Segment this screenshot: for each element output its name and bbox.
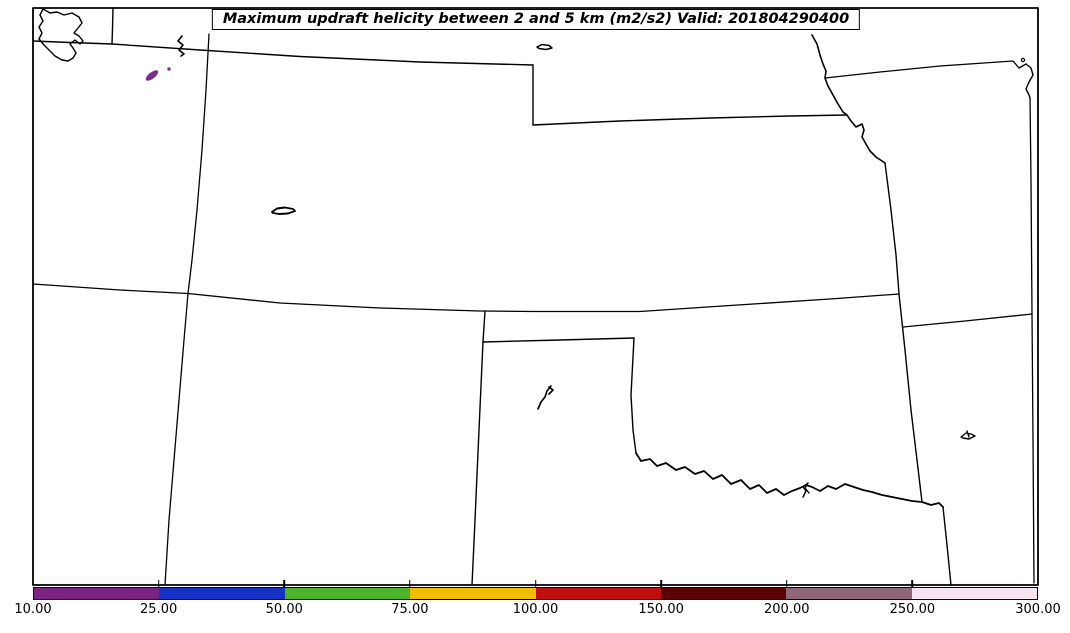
missouri-river-oxbow	[1020, 57, 1026, 63]
colorbar-tick-label: 300.00	[1015, 602, 1061, 617]
state-border-41n-wyoming-colorado-nebraska	[32, 40, 534, 66]
colorbar-tick-label: 150.00	[638, 602, 684, 617]
north-platte-river-segment	[177, 35, 185, 57]
red-river-texas-oklahoma	[635, 452, 944, 508]
colorbar-segment-100-150	[535, 588, 661, 599]
state-border-texas-oklahoma-panhandle	[482, 337, 635, 343]
colorbar-segment-25-50	[159, 588, 285, 599]
missouri-river-bend	[1025, 63, 1034, 99]
lake-mcconaughy	[536, 43, 553, 51]
state-border-kansas-missouri-oklahoma-arkansas	[884, 162, 923, 503]
helicity-swath	[145, 70, 159, 81]
lake-meredith	[537, 385, 554, 410]
lake-texoma	[802, 482, 810, 498]
colorbar-segment-250-300	[911, 588, 1037, 599]
state-border-newmexico-oklahoma	[482, 310, 486, 343]
colorbar-tick-label: 25.00	[140, 602, 178, 617]
state-border-iowa-missouri	[824, 60, 1027, 79]
meridian-boundary-line-west	[164, 33, 210, 586]
oklahoma-lake	[960, 430, 976, 440]
state-border-texas-oklahoma-100w	[630, 337, 637, 454]
helicity-data-layer	[145, 67, 171, 81]
colorbar-tick	[409, 580, 411, 587]
colorbar-tick	[785, 580, 788, 587]
colorado-reservoir	[271, 206, 296, 215]
state-border-37n-colorado-newmexico-kansas-oklahoma	[32, 283, 900, 313]
colorbar-tick	[283, 580, 286, 587]
colorbar-segment-10-25	[34, 588, 160, 599]
colorbar-tick	[157, 580, 160, 587]
map-frame	[32, 7, 1039, 586]
state-border-wyoming-nebraska	[111, 7, 114, 45]
colorbar-tick-label: 200.00	[764, 602, 810, 617]
colorbar	[33, 587, 1038, 600]
colorbar-tick-label: 75.00	[391, 602, 429, 617]
colorbar-tick-label: 100.00	[512, 602, 559, 617]
colorbar-segment-50-75	[284, 588, 411, 599]
colorbar-tick-label: 50.00	[265, 602, 303, 617]
colorbar-segment-200-250	[786, 588, 912, 599]
colorbar-tick	[534, 580, 537, 587]
plot-title: Maximum updraft helicity between 2 and 5…	[222, 11, 850, 27]
colorbar-tick-label: 10.00	[14, 602, 52, 617]
state-border-missouri-east	[1029, 97, 1035, 584]
helicity-swath-dot	[167, 67, 171, 71]
colorbar-segment-75-100	[410, 588, 536, 599]
colorbar-tick-label: 250.00	[889, 602, 936, 617]
state-border-missouri-arkansas	[902, 313, 1033, 328]
state-border-texas-arkansas	[942, 506, 952, 586]
wyoming-reservoir-outline	[38, 8, 84, 62]
state-border-newmexico-texas	[471, 341, 484, 586]
colorbar-tick	[911, 580, 914, 587]
state-border-nebraska-kansas	[532, 114, 848, 126]
colorbar-tick	[660, 580, 662, 587]
missouri-river	[811, 34, 886, 164]
colorbar-segment-150-200	[660, 588, 787, 599]
plot-title-box: Maximum updraft helicity between 2 and 5…	[211, 9, 861, 30]
